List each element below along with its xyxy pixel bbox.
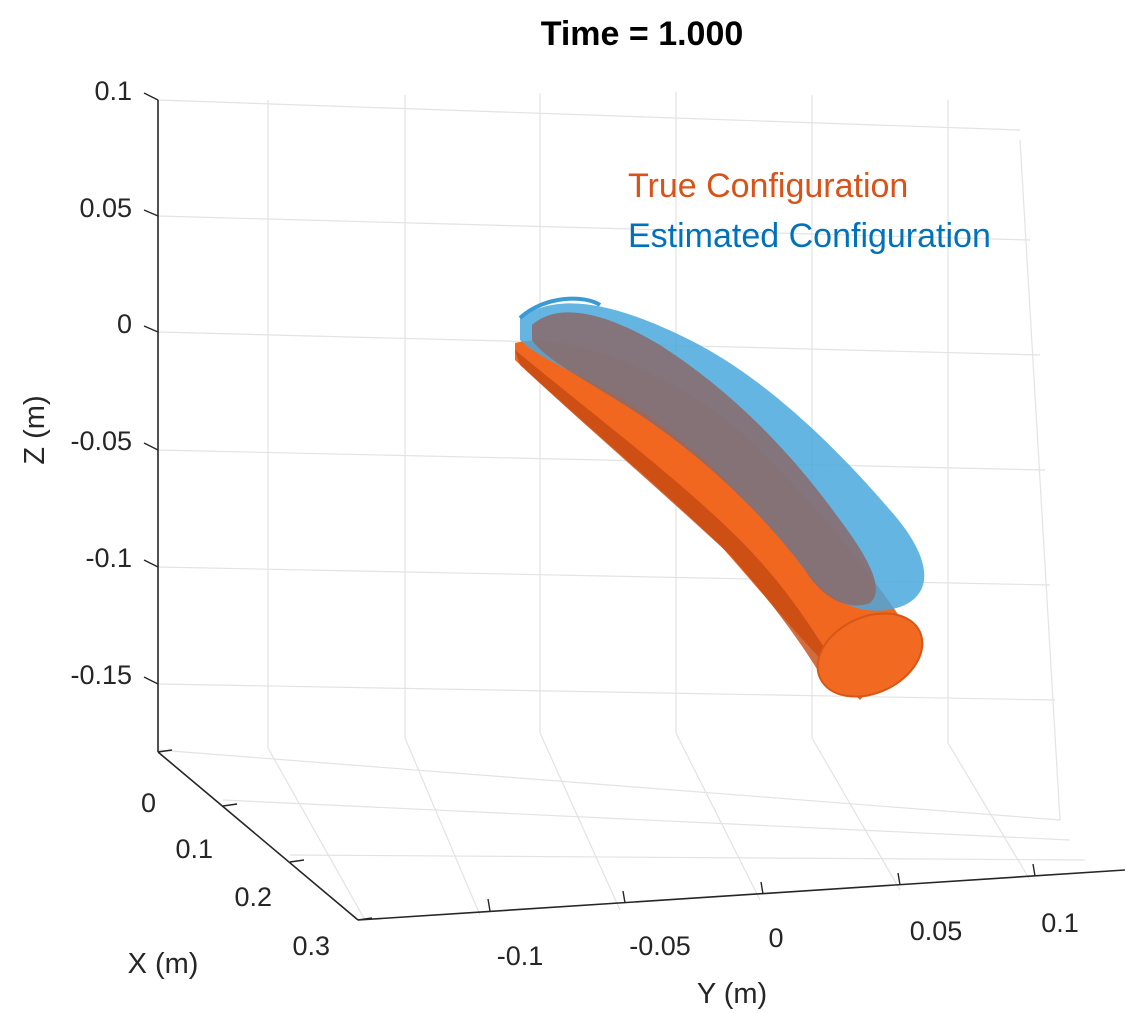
z-tick-label: 0.05 bbox=[79, 193, 132, 223]
y-tick-label: -0.1 bbox=[497, 941, 544, 971]
series-estimated-configuration bbox=[518, 296, 925, 611]
z-tick-label: -0.15 bbox=[70, 660, 132, 690]
z-axis-label: Z (m) bbox=[19, 395, 51, 464]
estimated-tube-inner bbox=[532, 312, 876, 606]
y-tick-label: 0 bbox=[768, 923, 783, 953]
x-tick-label: 0.1 bbox=[175, 834, 213, 864]
y-axis-line bbox=[357, 869, 1125, 921]
chart-title: Time = 1.000 bbox=[541, 15, 744, 53]
y-axis-label: Y (m) bbox=[697, 978, 767, 1010]
legend: True Configuration Estimated Configurati… bbox=[628, 167, 991, 255]
z-ticks: 0.1 0.05 0 -0.05 -0.1 -0.15 bbox=[70, 76, 159, 690]
x-tick-label: 0.3 bbox=[292, 931, 330, 961]
x-axis-label: X (m) bbox=[128, 948, 199, 980]
y-tick-label: 0.1 bbox=[1041, 908, 1079, 938]
true-tube-shade bbox=[515, 350, 850, 690]
x-tick-label: 0 bbox=[141, 788, 156, 818]
true-tube-end-cap bbox=[816, 612, 924, 698]
x-tick-label: 0.2 bbox=[234, 882, 272, 912]
estimated-tube-rim bbox=[518, 296, 602, 320]
y-ticks: -0.1 -0.05 0 0.05 0.1 bbox=[487, 863, 1079, 971]
series-true-configuration bbox=[515, 340, 924, 700]
y-tick-label: -0.05 bbox=[629, 931, 691, 961]
legend-estimated-configuration: Estimated Configuration bbox=[628, 217, 991, 255]
grid bbox=[157, 92, 1086, 921]
axes bbox=[157, 100, 1125, 921]
legend-true-configuration: True Configuration bbox=[628, 167, 908, 205]
z-tick-label: 0.1 bbox=[94, 76, 132, 106]
y-tick-label: 0.05 bbox=[910, 916, 963, 946]
x-ticks: 0 0.1 0.2 0.3 bbox=[141, 749, 373, 961]
z-tick-label: -0.1 bbox=[85, 543, 132, 573]
x-axis-line bbox=[157, 751, 359, 921]
z-tick-label: -0.05 bbox=[70, 426, 132, 456]
z-tick-label: 0 bbox=[117, 309, 132, 339]
